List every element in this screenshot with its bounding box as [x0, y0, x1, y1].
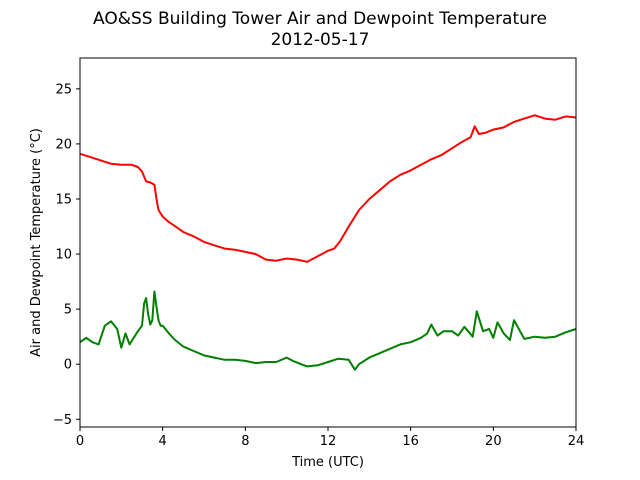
y-tick-label: 10 — [55, 248, 72, 263]
x-tick-label: 20 — [485, 434, 502, 449]
plot-lines — [79, 114, 577, 371]
y-tick-label: 0 — [64, 358, 72, 373]
x-tick-label: 8 — [241, 434, 249, 449]
x-tick-label: 0 — [76, 434, 84, 449]
series-line-1 — [79, 290, 577, 371]
y-tick-label: 5 — [64, 303, 72, 318]
x-tick-label: 24 — [568, 434, 585, 449]
x-axis: 0 4 8 12 16 20 24 — [76, 427, 584, 449]
y-tick-label: 25 — [55, 82, 72, 97]
y-axis-label: Air and Dewpoint Temperature (°C) — [29, 128, 44, 357]
series-line-0 — [79, 114, 577, 263]
y-tick-label: 15 — [55, 192, 72, 207]
y-tick-label: 20 — [55, 137, 72, 152]
x-tick-label: 16 — [402, 434, 419, 449]
plot-frame — [79, 57, 577, 428]
x-tick-label: 4 — [159, 434, 167, 449]
x-axis-label: Time (UTC) — [291, 455, 364, 470]
y-axis: −5 0 5 10 15 20 25 — [53, 82, 80, 428]
y-tick-label: −5 — [53, 413, 72, 428]
chart-title: AO&SS Building Tower Air and Dewpoint Te… — [93, 9, 547, 29]
chart-subtitle: 2012-05-17 — [271, 30, 370, 50]
x-tick-label: 12 — [320, 434, 337, 449]
